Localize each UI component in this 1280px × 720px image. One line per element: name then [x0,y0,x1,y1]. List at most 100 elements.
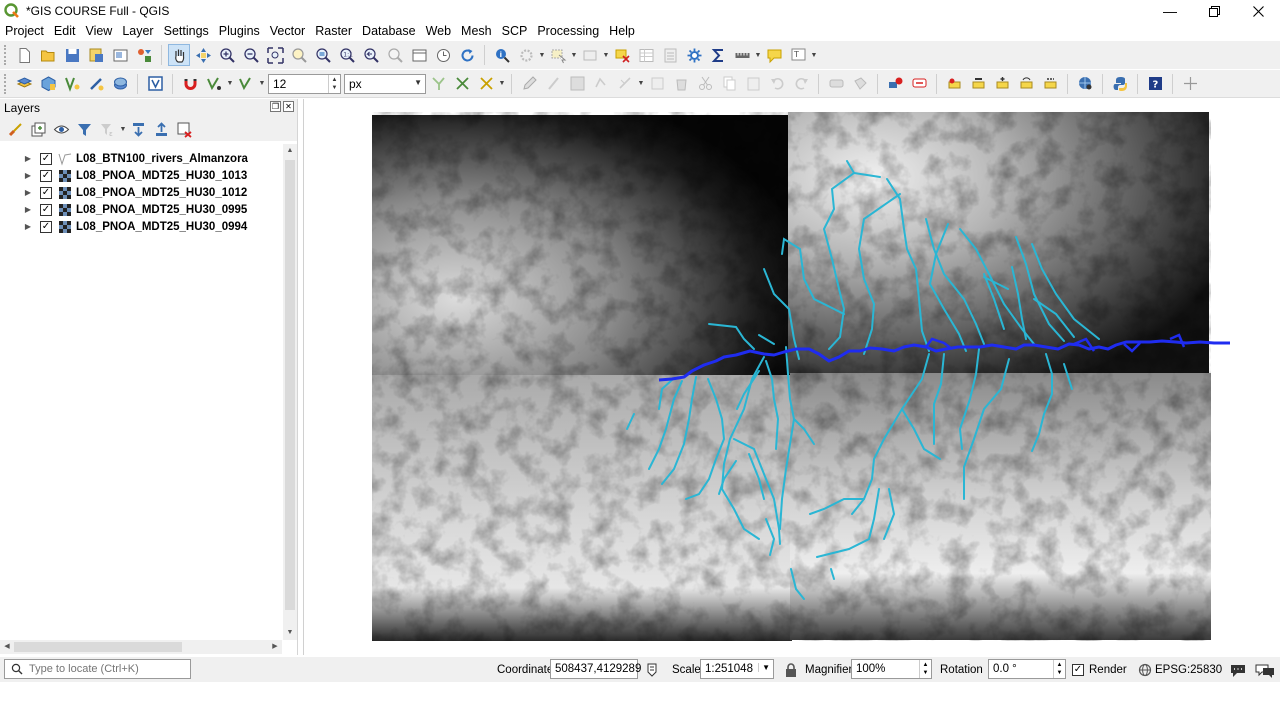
select-by-value-button[interactable] [579,44,601,66]
open-project-button[interactable] [37,44,59,66]
new-geopackage-button[interactable] [37,73,59,95]
layer-item-0995[interactable]: ▶ ✓ L08_PNOA_MDT25_HU30_0995 [0,201,282,218]
quickmapservices-button[interactable] [1074,73,1096,95]
expand-arrow-icon[interactable]: ▶ [24,171,32,180]
highlight-labels-button[interactable] [908,73,930,95]
open-styling-button[interactable] [5,118,26,140]
measure-button[interactable] [731,44,753,66]
menu-vector[interactable]: Vector [269,24,306,38]
select-dropdown[interactable]: ▼ [570,51,578,59]
annotation-dropdown[interactable]: ▼ [810,51,818,59]
layer-visibility-checkbox[interactable]: ✓ [40,169,52,182]
modify-attributes-button[interactable] [646,73,668,95]
annotation-button[interactable]: T [787,44,809,66]
print-layout-button[interactable] [109,44,131,66]
zoom-to-layer-button[interactable] [312,44,334,66]
collapse-all-button[interactable] [151,118,172,140]
layers-horizontal-scrollbar[interactable]: ◀ ▶ [0,640,282,654]
zoom-next-button[interactable] [384,44,406,66]
map-tips-button[interactable] [763,44,785,66]
action-button[interactable] [515,44,537,66]
show-hide-labels-button[interactable] [967,73,989,95]
zoom-native-button[interactable]: 1:1 [336,44,358,66]
rotation-stepper[interactable]: 0.0 ° ▲ ▼ [988,659,1066,679]
snap-intersection-button[interactable] [427,73,449,95]
deselect-all-button[interactable] [611,44,633,66]
menu-project[interactable]: Project [5,24,44,38]
layer-visibility-checkbox[interactable]: ✓ [40,203,52,216]
panel-close-button[interactable]: ✕ [283,101,294,112]
zoom-out-button[interactable] [240,44,262,66]
select-value-dropdown[interactable]: ▼ [602,51,610,59]
menu-database[interactable]: Database [362,24,416,38]
vertex-tool-button[interactable] [614,73,636,95]
expand-arrow-icon[interactable]: ▶ [24,222,32,231]
stepper-arrows-icon[interactable]: ▲ ▼ [328,74,340,93]
identify-features-button[interactable]: i [491,44,513,66]
menu-raster[interactable]: Raster [315,24,353,38]
change-label-button[interactable] [1039,73,1061,95]
python-console-button[interactable] [1109,73,1131,95]
virtual-layer-button[interactable] [144,73,166,95]
save-project-button[interactable] [61,44,83,66]
scroll-thumb[interactable] [285,160,295,610]
menu-layer[interactable]: Layer [122,24,154,38]
menu-mesh[interactable]: Mesh [461,24,492,38]
snapping-type-dropdown[interactable]: ▼ [258,80,266,87]
select-features-button[interactable] [547,44,569,66]
toolbar-handle-2[interactable] [4,73,9,94]
layer-item-1013[interactable]: ▶ ✓ L08_PNOA_MDT25_HU30_1013 [0,167,282,184]
paste-features-button[interactable] [742,73,764,95]
messages-button[interactable] [1229,657,1247,682]
zoom-in-button[interactable] [216,44,238,66]
crs-button[interactable]: EPSG:25830 [1138,657,1222,682]
enable-snapping-button[interactable] [179,73,201,95]
menu-help[interactable]: Help [609,24,635,38]
menu-web[interactable]: Web [425,24,452,38]
save-edits-button[interactable] [566,73,588,95]
menu-settings[interactable]: Settings [163,24,209,38]
render-checkbox[interactable]: ✓ [1072,663,1084,676]
topological-editing-button[interactable] [451,73,473,95]
style-manager-button[interactable] [133,44,155,66]
map-render[interactable] [304,99,1280,655]
snapping-units-select[interactable]: px ▼ [344,73,426,94]
menu-plugins[interactable]: Plugins [218,24,260,38]
pin-label-button[interactable] [943,73,965,95]
field-calculator-button[interactable] [659,44,681,66]
new-project-button[interactable] [13,44,35,66]
move-label-button[interactable] [991,73,1013,95]
magnifier-stepper[interactable]: 100% ▲ ▼ [851,659,932,679]
pan-to-selection-button[interactable] [192,44,214,66]
redo-button[interactable] [790,73,812,95]
refresh-button[interactable] [456,44,478,66]
menu-processing[interactable]: Processing [537,24,600,38]
delete-selected-button[interactable] [670,73,692,95]
notifications-button[interactable] [1255,657,1275,682]
edit-pencil-button[interactable] [542,73,564,95]
snapping-vertex-button[interactable] [203,73,225,95]
toggle-extents-button[interactable] [644,657,660,682]
toggle-editing-button[interactable] [518,73,540,95]
undo-button[interactable] [766,73,788,95]
layer-visibility-checkbox[interactable]: ✓ [40,220,52,233]
vertex-dropdown[interactable]: ▼ [637,80,645,87]
filter-legend-button[interactable] [74,118,95,140]
add-wms-layer-button[interactable] [109,73,131,95]
attribute-table-button[interactable] [635,44,657,66]
layer-item-1012[interactable]: ▶ ✓ L08_PNOA_MDT25_HU30_1012 [0,184,282,201]
expand-arrow-icon[interactable]: ▶ [24,188,32,197]
temporal-controller-button[interactable] [432,44,454,66]
remove-layer-button[interactable] [174,118,195,140]
statistics-button[interactable] [707,44,729,66]
data-source-manager-button[interactable] [13,73,35,95]
action-dropdown[interactable]: ▼ [538,51,546,59]
layer-item-0994[interactable]: ▶ ✓ L08_PNOA_MDT25_HU30_0994 [0,218,282,235]
help-contents-button[interactable]: ? [1144,73,1166,95]
crosshair-button[interactable] [1179,73,1201,95]
processing-toolbox-button[interactable] [683,44,705,66]
add-delimited-text-button[interactable] [85,73,107,95]
digitize-button[interactable] [590,73,612,95]
lock-scale-button[interactable] [785,657,797,682]
minimize-button[interactable]: — [1148,0,1192,22]
